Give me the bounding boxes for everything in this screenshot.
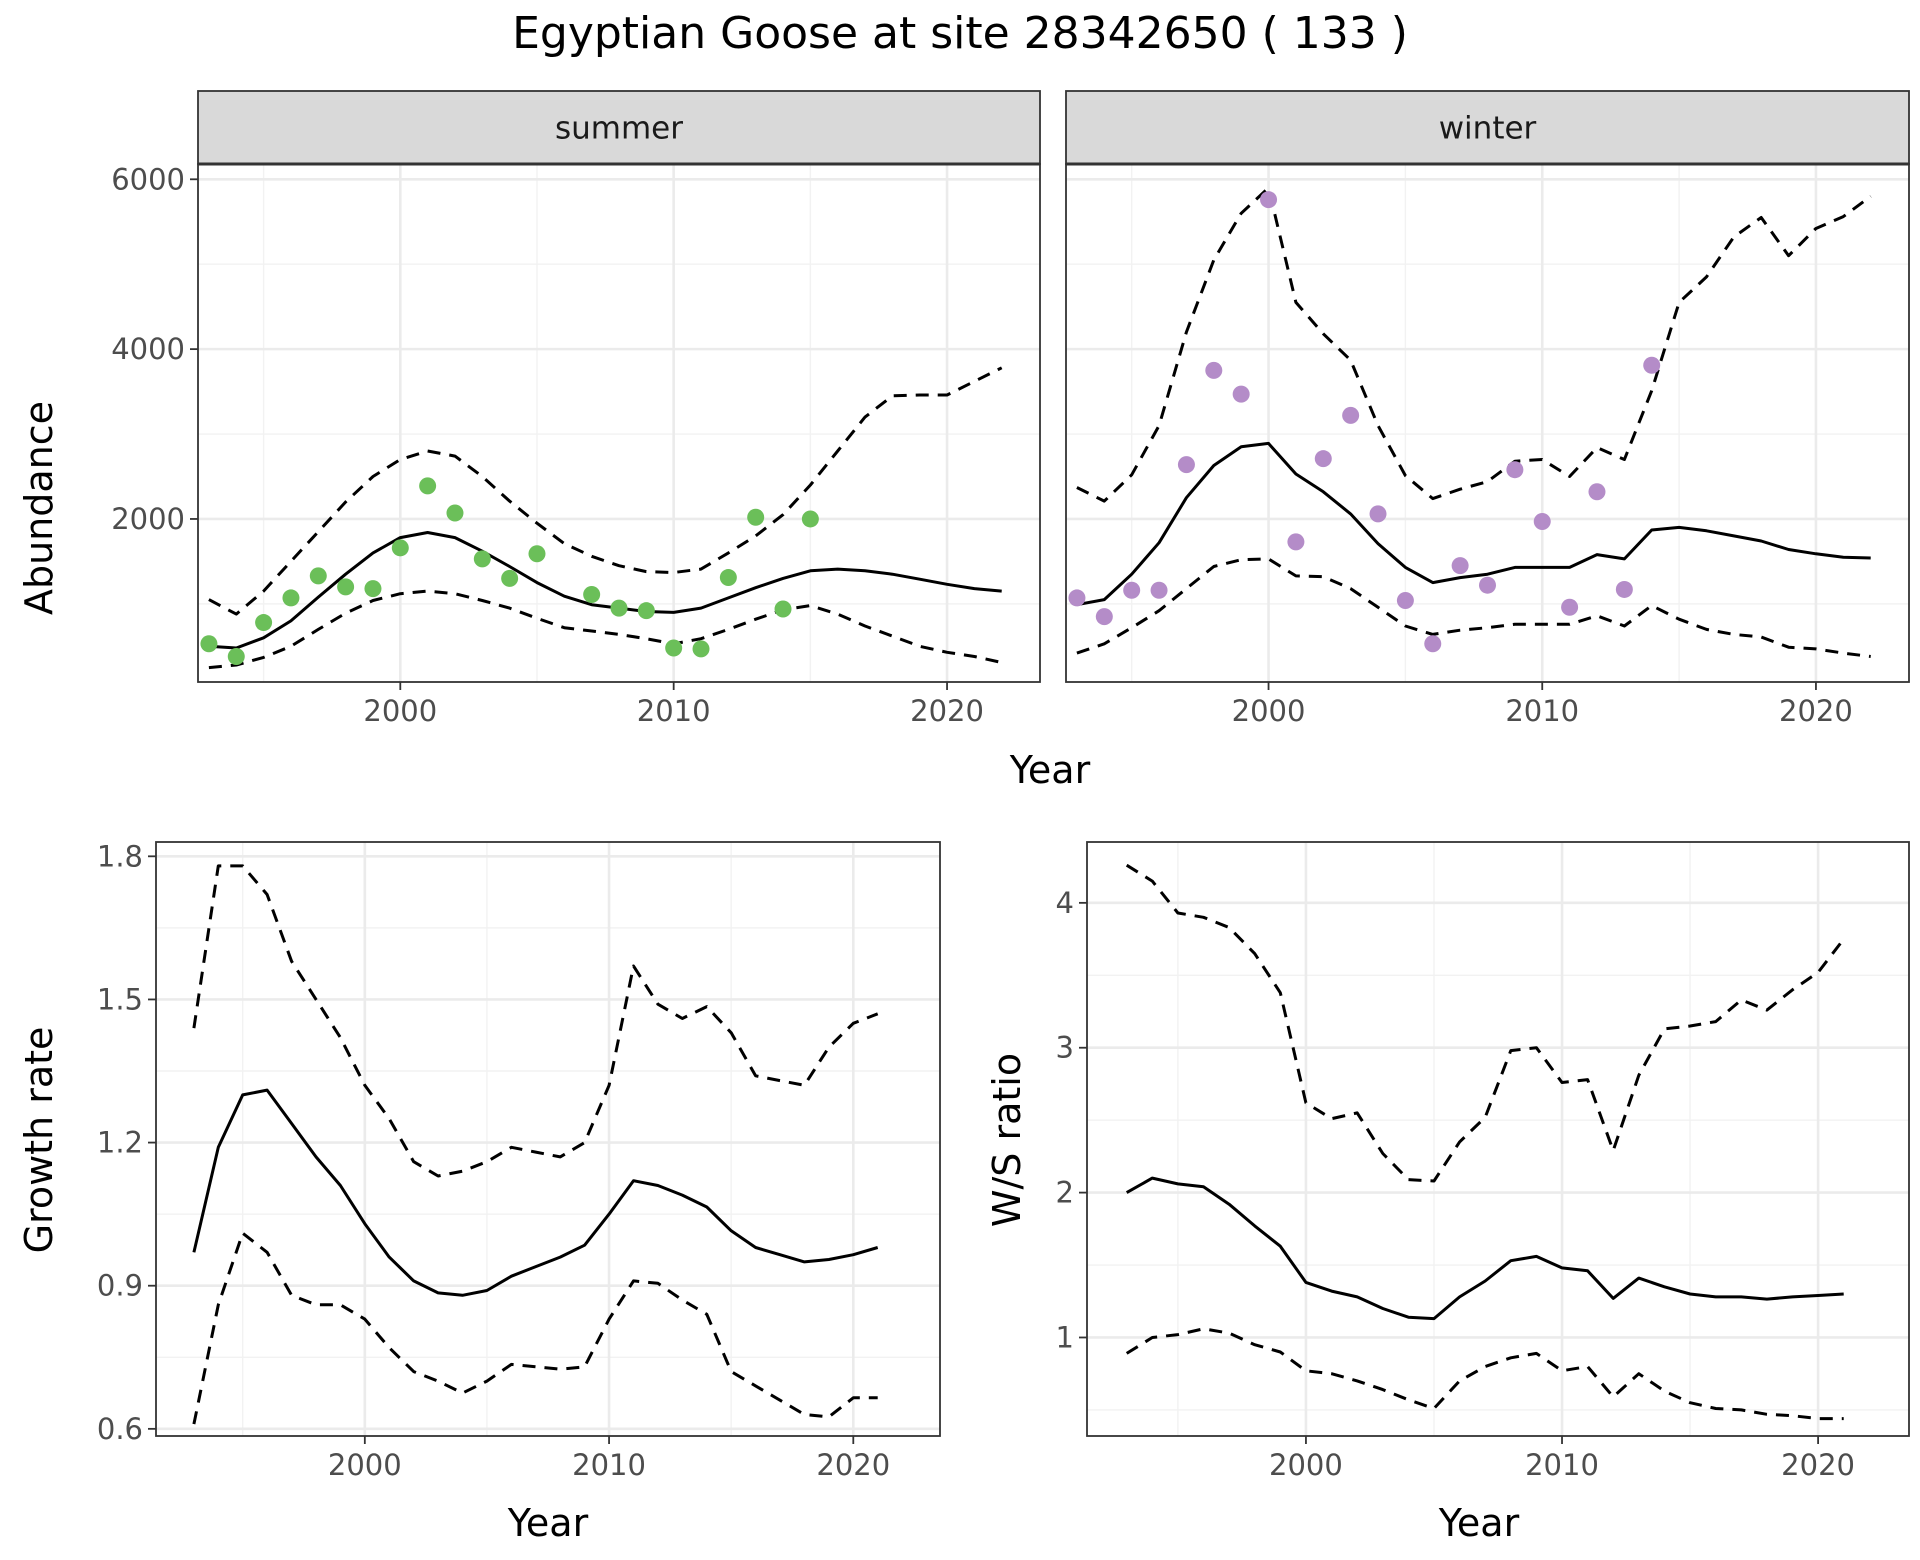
y-tick-label: 6000 [111,162,185,196]
panel-summer: summer 2000 2010 2020 2000 4000 6000 [111,90,1041,728]
data-point [446,504,464,522]
ratio-x-axis-title: Year [1438,1501,1520,1545]
series-line-lower [1076,557,1871,658]
data-point [528,545,546,563]
x-tick-label: 2020 [910,694,984,728]
data-point [1232,385,1250,403]
x-tick-label: 2010 [572,1448,646,1482]
x-tick-label: 2020 [1779,694,1853,728]
series-line-upper [1076,186,1872,503]
series-line-estimate [208,531,1002,650]
x-tick-label: 2000 [1269,1448,1343,1482]
data-point [719,569,737,587]
data-point [227,648,245,666]
series-line-estimate [192,1088,879,1297]
data-point [1451,557,1469,575]
series-line-estimate [1076,441,1871,607]
y-tick-label: 1 [1056,1320,1074,1354]
y-tick-label: 0.6 [97,1412,143,1446]
x-tick-label: 2010 [1525,1448,1599,1482]
x-tick-label: 2010 [637,694,711,728]
data-point [255,614,273,632]
data-point [473,550,491,568]
y-tick-label: 2 [1056,1176,1074,1210]
data-point [610,599,628,617]
data-point [1424,635,1442,653]
x-tick-label: 2010 [1505,694,1579,728]
data-point [200,635,218,653]
x-tick-label: 2020 [816,1448,890,1482]
data-point [1287,533,1305,551]
data-point [1588,483,1606,501]
panel-growth: 2000 2010 2020 0.6 0.9 1.2 1.5 1.8 [97,839,941,1482]
data-point [1150,581,1168,599]
data-point [391,539,409,557]
data-point [419,477,437,495]
x-tick-label: 2020 [1781,1448,1855,1482]
data-point [309,567,327,585]
panel-border [1086,841,1910,1437]
panel-ratio: 2000 2010 2020 1 2 3 4 [1056,841,1910,1482]
data-point [747,508,765,526]
facet-label: summer [555,111,683,147]
data-point [1561,598,1579,616]
series-line-lower [208,589,1003,670]
facet-strip [1065,90,1910,165]
data-point [1533,513,1551,531]
growth-y-axis-title: Growth rate [17,1027,61,1254]
data-point [1479,576,1496,594]
data-point [1342,406,1360,424]
y-tick-label: 3 [1056,1031,1074,1065]
data-point [1177,456,1195,474]
data-point [583,586,601,604]
data-point [637,602,655,620]
y-tick-label: 0.9 [97,1269,143,1303]
data-point [801,510,819,528]
data-point [1506,461,1524,479]
series-line-upper [192,864,879,1178]
data-point [282,589,300,607]
x-tick-label: 2000 [363,694,437,728]
ratio-y-axis-title: W/S ratio [985,1053,1029,1227]
data-point [1643,356,1661,374]
data-point [337,578,355,596]
figure-title: Egyptian Goose at site 28342650 ( 133 ) [512,8,1408,59]
y-tick-label: 4 [1056,886,1074,920]
data-point [1314,450,1332,468]
data-point [1260,191,1278,209]
series-line-upper [208,366,1003,616]
top-x-axis-title: Year [1009,748,1091,792]
data-point [774,600,792,618]
panels: summer 2000 2010 2020 2000 4000 6000 winter 2000… [97,90,1910,1482]
data-point [665,639,683,657]
data-point [1068,589,1086,607]
panel-border [155,841,941,1437]
y-tick-label: 4000 [111,332,185,366]
y-tick-label: 1.2 [97,1126,143,1160]
x-tick-label: 2000 [1232,694,1306,728]
data-point [1615,580,1633,598]
abundance-y-axis-title: Abundance [17,401,61,615]
data-point [1095,608,1113,626]
data-point [1369,505,1387,523]
facet-strip [197,90,1041,165]
y-tick-label: 2000 [111,502,185,536]
data-point [1205,361,1223,379]
data-point [1396,591,1414,609]
data-point [1123,581,1141,599]
series-line-estimate [1125,1176,1844,1321]
y-tick-label: 1.5 [97,982,143,1016]
data-point [501,569,519,587]
data-point [692,640,710,658]
facet-label: winter [1439,111,1537,147]
series-line-lower [192,1231,878,1425]
x-tick-label: 2000 [328,1448,402,1482]
data-point [364,580,382,598]
y-tick-label: 1.8 [97,839,143,873]
panel-winter: winter 2000 2010 2020 [1065,90,1910,728]
growth-x-axis-title: Year [507,1501,589,1545]
